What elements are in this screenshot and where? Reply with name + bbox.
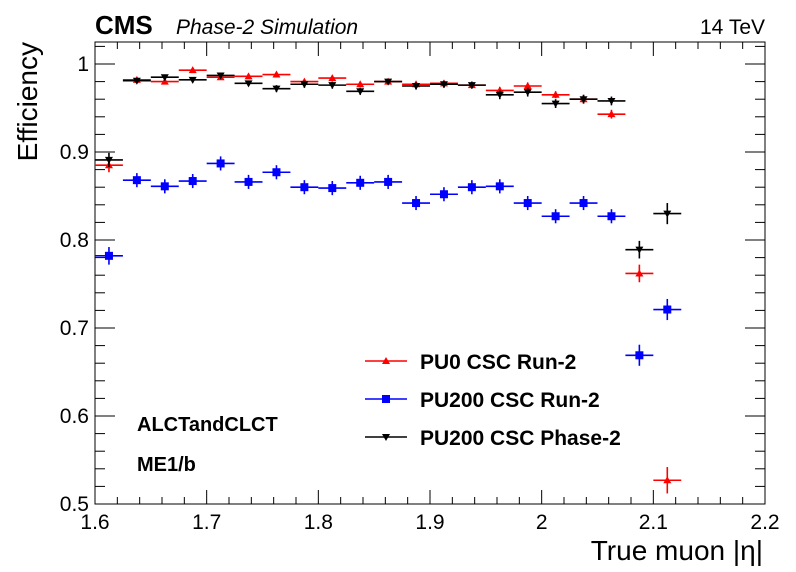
data-point [635, 246, 644, 254]
data-point [439, 190, 448, 199]
x-tick-label: 1.7 [192, 511, 221, 534]
data-point [495, 182, 504, 191]
data-point [495, 91, 504, 99]
data-point [523, 89, 532, 97]
y-tick-label: 0.9 [60, 141, 89, 164]
x-tick-label: 1.8 [304, 511, 333, 534]
data-point [663, 305, 672, 314]
x-tick-labels: 1.6 1.7 1.8 1.9 2 2.1 2.2 [80, 511, 779, 534]
legend-label: PU200 CSC Run-2 [420, 389, 600, 412]
data-point [607, 97, 616, 105]
cms-label: CMS [95, 10, 153, 40]
data-point [216, 159, 225, 168]
data-point [551, 100, 560, 108]
y-tick-labels: 0.5 0.6 0.7 0.8 0.9 1 [60, 53, 89, 516]
data-point [412, 199, 421, 208]
data-point [579, 96, 588, 104]
data-point [635, 351, 644, 360]
x-tick-label: 2.1 [639, 511, 668, 534]
data-point [356, 178, 365, 187]
data-point [160, 182, 169, 191]
data-point [439, 81, 448, 89]
legend-label: PU0 CSC Run-2 [420, 351, 576, 374]
data-point [412, 83, 421, 90]
data-point [663, 210, 672, 218]
data-point [104, 156, 113, 164]
data-point [523, 199, 532, 208]
axis-ticks [94, 42, 766, 505]
data-point [104, 251, 113, 260]
data-point [495, 86, 504, 94]
data-point [300, 183, 309, 192]
series-layer [95, 66, 682, 494]
data-point [523, 82, 532, 89]
data-point [579, 199, 588, 208]
data-point [272, 168, 281, 177]
legend-marker [382, 395, 390, 403]
data-point [635, 269, 644, 277]
y-tick-label: 0.5 [60, 493, 89, 516]
data-point [663, 476, 672, 484]
x-tick-label: 2 [536, 511, 548, 534]
annotation-me1b: ME1/b [137, 454, 196, 476]
y-tick-label: 0.8 [60, 229, 89, 252]
data-point [132, 77, 141, 85]
series-pu200-run2 [95, 156, 682, 366]
data-point [188, 177, 197, 186]
y-tick-label: 1 [77, 53, 89, 76]
annotation-alct-clct: ALCTandCLCT [137, 414, 278, 436]
data-point [300, 81, 309, 89]
data-point [467, 183, 476, 192]
data-point [160, 74, 169, 82]
data-point [244, 72, 253, 80]
data-point [272, 70, 281, 78]
data-point [216, 72, 225, 80]
data-point [607, 212, 616, 221]
x-tick-label: 2.2 [750, 511, 779, 534]
energy-label: 14 TeV [700, 16, 765, 39]
data-point [356, 80, 365, 88]
data-point [244, 80, 253, 88]
data-point [328, 184, 337, 193]
data-point [467, 82, 476, 90]
data-point [188, 66, 197, 74]
data-point [551, 212, 560, 221]
y-tick-label: 0.7 [60, 317, 89, 340]
legend: PU0 CSC Run-2 PU200 CSC Run-2 PU200 CSC Ph… [365, 351, 621, 450]
data-point [188, 76, 197, 84]
x-tick-label: 1.6 [80, 511, 109, 534]
data-point [328, 82, 337, 90]
data-point [384, 177, 393, 186]
legend-label: PU200 CSC Phase-2 [420, 427, 621, 450]
data-point [384, 78, 393, 86]
legend-marker [382, 434, 390, 441]
data-point [356, 88, 365, 96]
x-axis-title: True muon |η| [591, 535, 763, 566]
data-point [328, 74, 337, 82]
series-pu200-phase2 [95, 72, 682, 259]
data-point [132, 176, 141, 185]
x-tick-label: 1.9 [415, 511, 444, 534]
data-point [607, 110, 616, 118]
legend-marker [382, 357, 390, 364]
y-axis-title: Efficiency [12, 42, 43, 161]
data-point [244, 177, 253, 186]
data-point [272, 85, 281, 93]
y-tick-label: 0.6 [60, 405, 89, 428]
status-label: Phase-2 Simulation [176, 16, 358, 39]
data-point [551, 90, 560, 98]
